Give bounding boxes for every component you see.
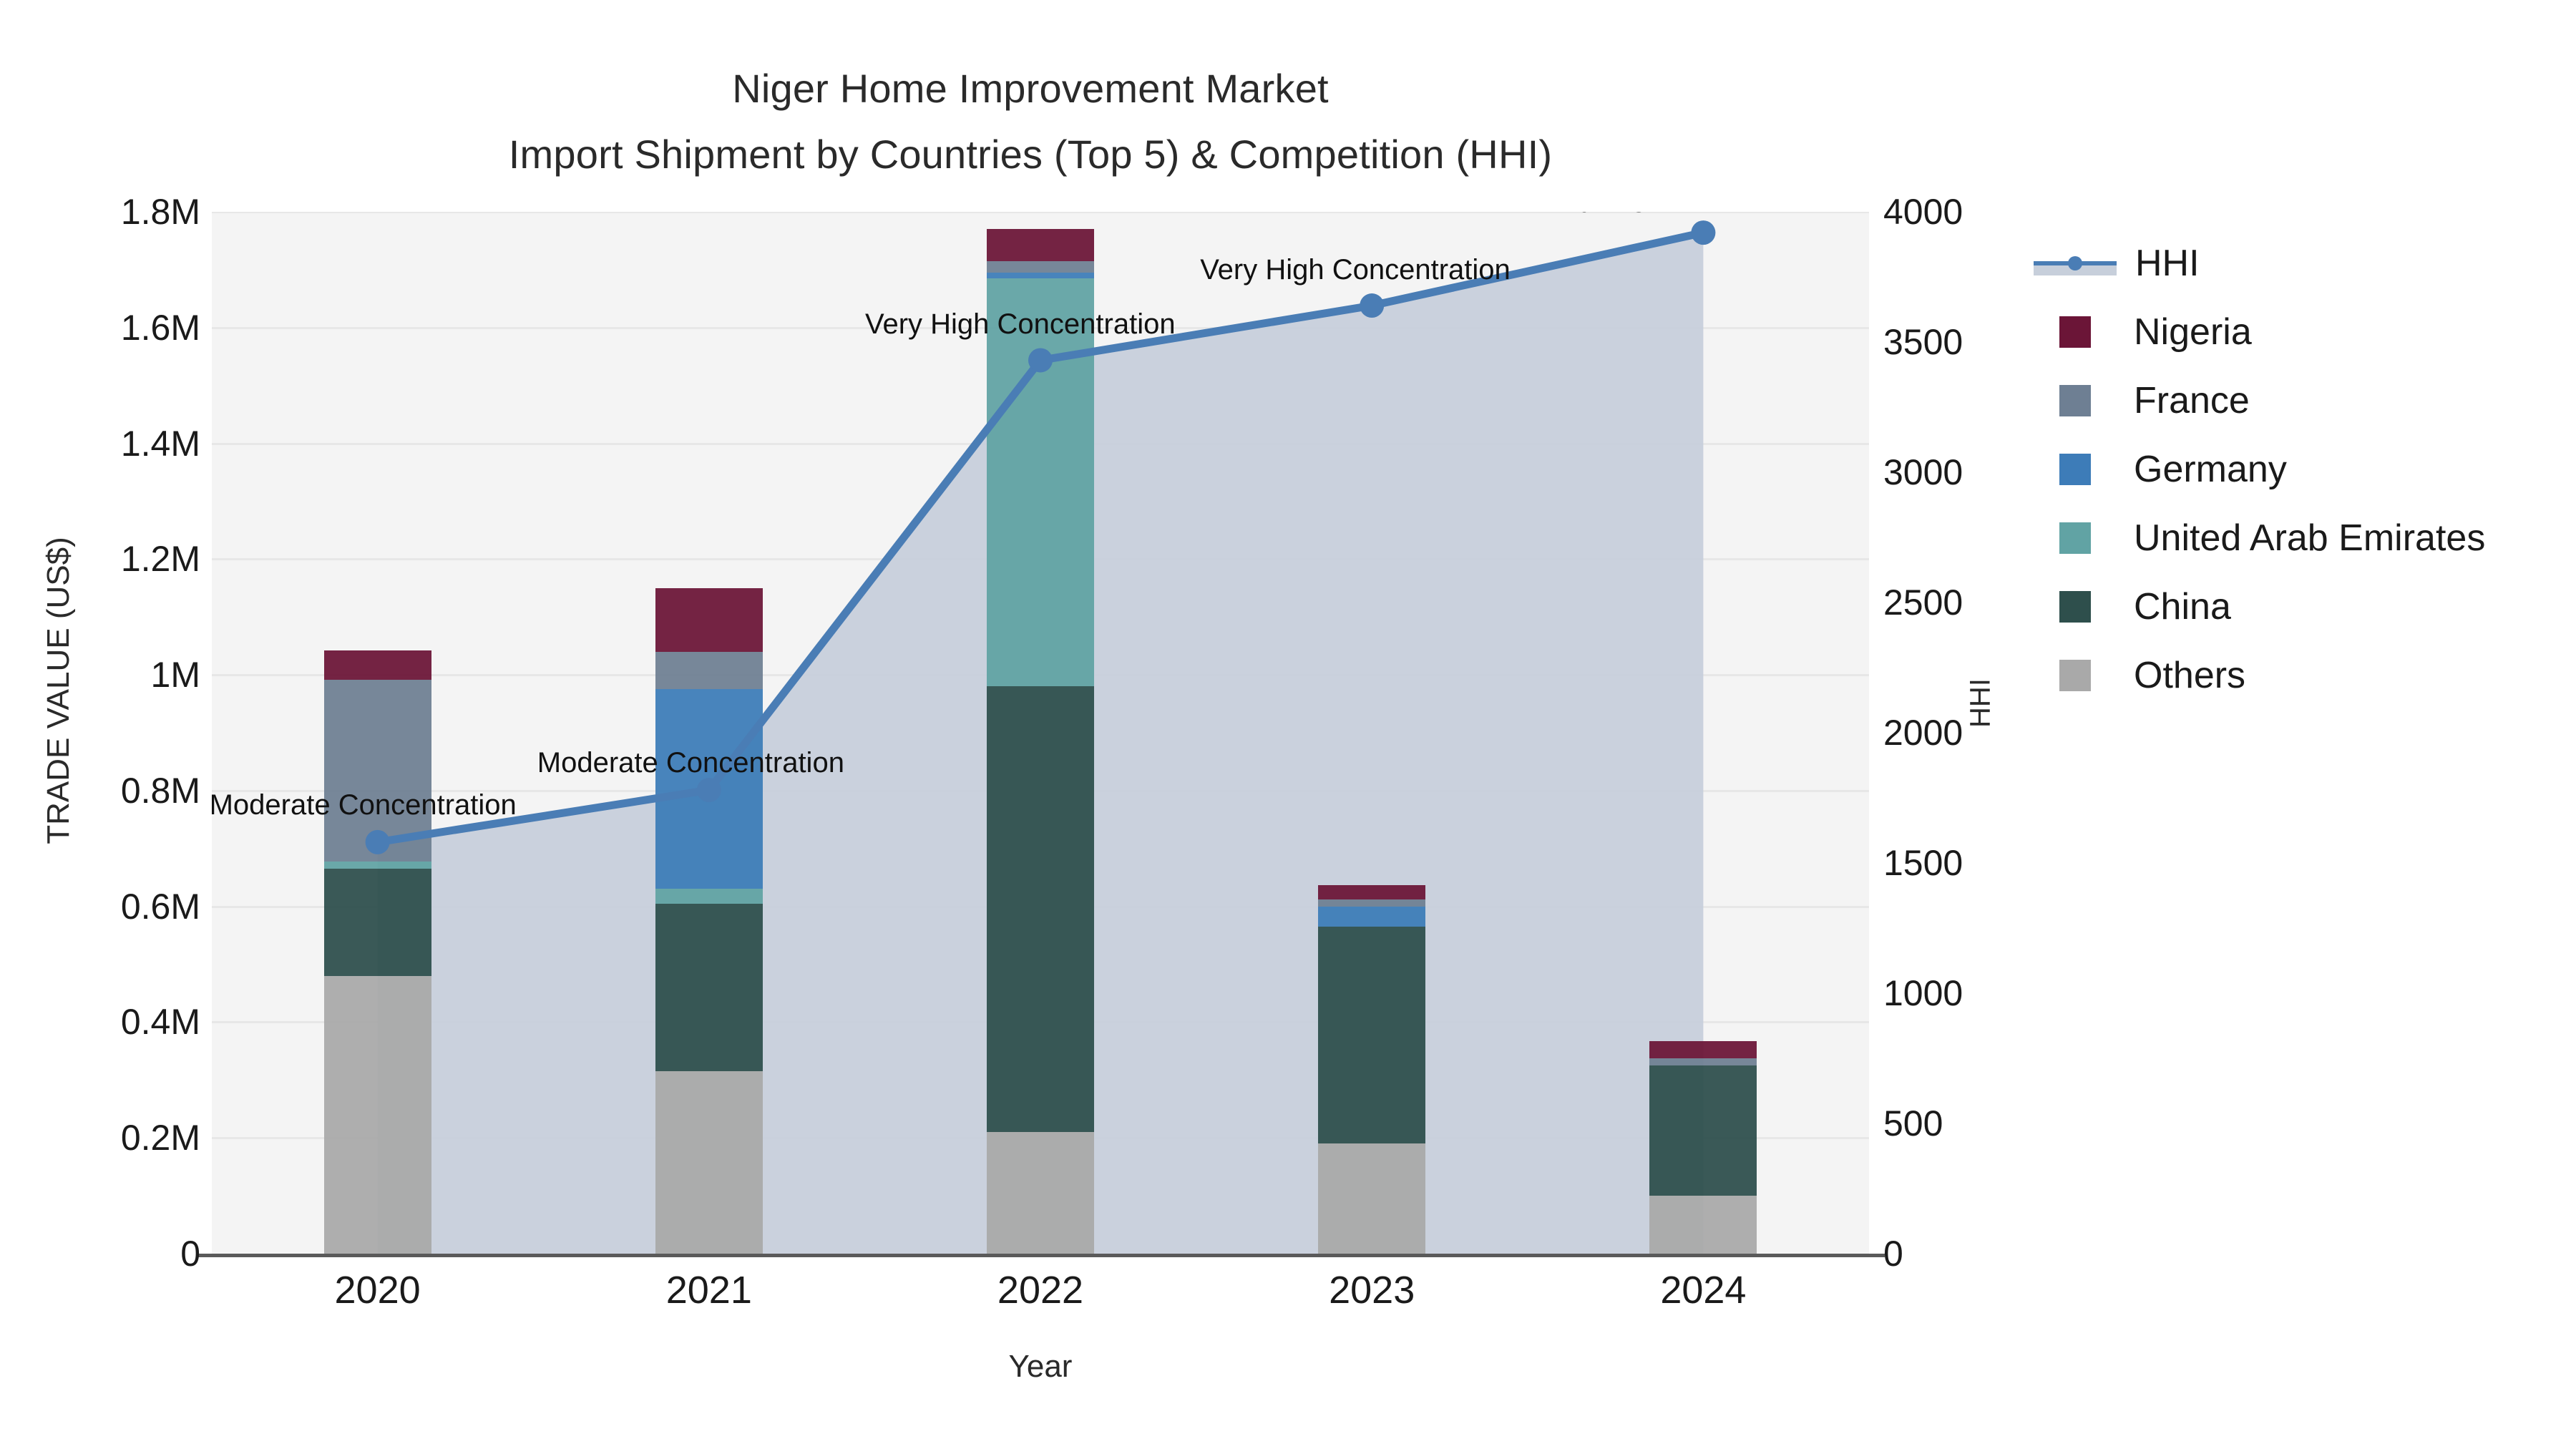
bar-segment-united-arab-emirates-2022[interactable]	[987, 278, 1094, 687]
bar-segment-nigeria-2024[interactable]	[1649, 1041, 1757, 1059]
x-tick-2024[interactable]: 2024	[1660, 1269, 1747, 1312]
legend-item-label: United Arab Emirates	[2134, 517, 2486, 559]
bar-segment-others-2023[interactable]	[1318, 1143, 1426, 1254]
hhi-marker-2022[interactable]	[1028, 348, 1053, 373]
y-tick-left-0.8M: 0.8M	[120, 770, 200, 811]
hhi-marker-2023[interactable]	[1360, 293, 1385, 318]
bar-group-2023[interactable]	[1318, 212, 1426, 1254]
legend-item-label: Germany	[2134, 449, 2287, 490]
bar-segment-germany-2022[interactable]	[987, 272, 1094, 279]
hhi-marker-2021[interactable]	[696, 778, 721, 803]
plot-inner: Moderate Concentration Moderate Concentra…	[212, 212, 1869, 1254]
y-axis-left-label: TRADE VALUE (US$)	[41, 537, 76, 844]
chart-legend: HHI Nigeria France Germany United Arab Emira…	[2029, 229, 2559, 710]
y-tick-left-1.6M: 1.6M	[120, 307, 200, 348]
x-axis-line	[197, 1254, 1885, 1257]
y-tick-left-0.2M: 0.2M	[120, 1118, 200, 1158]
bar-group-2021[interactable]	[655, 212, 763, 1254]
legend-item-others[interactable]: Others	[2029, 641, 2559, 710]
legend-swatch-icon	[2059, 591, 2091, 623]
bar-segment-germany-2023[interactable]	[1318, 906, 1426, 927]
annotation-2024: Very High Concentration	[1538, 212, 1849, 213]
y-tick-left-1.4M: 1.4M	[120, 423, 200, 464]
legend-swatch-icon	[2059, 454, 2091, 485]
bar-segment-others-2022[interactable]	[987, 1132, 1094, 1254]
legend-item-united-arab-emirates[interactable]: United Arab Emirates	[2029, 504, 2559, 572]
chart-title-line-1: Niger Home Improvement Market	[732, 66, 1329, 111]
y-tick-right-3500: 3500	[1883, 322, 1963, 362]
legend-item-nigeria[interactable]: Nigeria	[2029, 298, 2559, 366]
legend-item-label: France	[2134, 380, 2250, 421]
legend-item-germany[interactable]: Germany	[2029, 435, 2559, 504]
y-tick-right-2500: 2500	[1883, 582, 1963, 623]
bar-segment-france-2023[interactable]	[1318, 899, 1426, 907]
legend-line-dot	[2068, 256, 2082, 270]
bar-segment-others-2021[interactable]	[655, 1071, 763, 1254]
chart-title-line-2: Import Shipment by Countries (Top 5) & C…	[508, 132, 1553, 177]
bar-segment-nigeria-2022[interactable]	[987, 229, 1094, 261]
y-tick-left-1M: 1M	[150, 655, 200, 696]
hhi-marker-2024[interactable]	[1691, 220, 1716, 245]
legend-item-hhi[interactable]: HHI	[2029, 229, 2559, 298]
bar-segment-nigeria-2021[interactable]	[655, 587, 763, 652]
hhi-marker-2020[interactable]	[365, 829, 390, 854]
x-tick-2020[interactable]: 2020	[334, 1269, 421, 1312]
y-tick-right-2000: 2000	[1883, 713, 1963, 753]
y-tick-right-1500: 1500	[1883, 843, 1963, 883]
bar-segment-china-2024[interactable]	[1649, 1065, 1757, 1196]
plot-area: Moderate Concentration Moderate Concentra…	[212, 212, 1869, 1254]
y-tick-left-0: 0	[180, 1234, 200, 1274]
x-tick-2023[interactable]: 2023	[1329, 1269, 1415, 1312]
annotation-2023: Very High Concentration	[1200, 254, 1511, 286]
bar-segment-france-2022[interactable]	[987, 260, 1094, 273]
annotation-2022: Very High Concentration	[865, 308, 1176, 341]
annotation-2020: Moderate Concentration	[212, 789, 517, 821]
y-tick-right-1000: 1000	[1883, 973, 1963, 1013]
y-tick-left-1.2M: 1.2M	[120, 539, 200, 580]
bar-segment-nigeria-2023[interactable]	[1318, 884, 1426, 899]
annotation-2021: Moderate Concentration	[537, 747, 844, 779]
bar-segment-united-arab-emirates-2021[interactable]	[655, 889, 763, 904]
legend-item-label: HHI	[2135, 243, 2200, 284]
bar-segment-china-2022[interactable]	[987, 686, 1094, 1133]
bar-group-2024[interactable]	[1649, 212, 1757, 1254]
chart-title: Niger Home Improvement Market Import Shi…	[0, 56, 2061, 187]
bar-segment-nigeria-2020[interactable]	[323, 650, 431, 680]
legend-item-france[interactable]: France	[2029, 366, 2559, 435]
x-tick-2022[interactable]: 2022	[997, 1269, 1084, 1312]
y-tick-left-1.8M: 1.8M	[120, 192, 200, 232]
bar-segment-others-2020[interactable]	[323, 975, 431, 1254]
bar-group-2022[interactable]	[987, 212, 1094, 1254]
legend-item-label: Nigeria	[2134, 311, 2252, 353]
hhi-line	[365, 220, 1716, 854]
legend-swatch-icon	[2059, 522, 2091, 554]
legend-swatch-icon	[2059, 316, 2091, 348]
legend-swatch-icon	[2059, 385, 2091, 416]
bar-segment-france-2024[interactable]	[1649, 1058, 1757, 1066]
legend-item-china[interactable]: China	[2029, 572, 2559, 641]
y-tick-right-3000: 3000	[1883, 452, 1963, 492]
y-tick-left-0.6M: 0.6M	[120, 886, 200, 927]
legend-swatch-icon	[2059, 660, 2091, 691]
y-tick-right-500: 500	[1883, 1103, 1943, 1143]
legend-line-marker-icon	[2034, 248, 2117, 279]
bar-segment-france-2021[interactable]	[655, 651, 763, 690]
bar-segment-china-2023[interactable]	[1318, 926, 1426, 1144]
y-axis-right-label: HHI	[1964, 678, 1996, 728]
gridline	[212, 212, 1869, 213]
x-tick-2021[interactable]: 2021	[665, 1269, 752, 1312]
bar-segment-china-2020[interactable]	[323, 869, 431, 976]
bar-segment-others-2024[interactable]	[1649, 1196, 1757, 1254]
y-tick-left-0.4M: 0.4M	[120, 1002, 200, 1043]
y-tick-right-4000: 4000	[1883, 192, 1963, 232]
legend-item-label: Others	[2134, 655, 2246, 696]
x-axis-label: Year	[1008, 1349, 1073, 1384]
legend-item-label: China	[2134, 586, 2231, 628]
bar-segment-china-2021[interactable]	[655, 903, 763, 1072]
bar-segment-united-arab-emirates-2020[interactable]	[323, 862, 431, 869]
y-tick-right-0: 0	[1883, 1234, 1903, 1274]
